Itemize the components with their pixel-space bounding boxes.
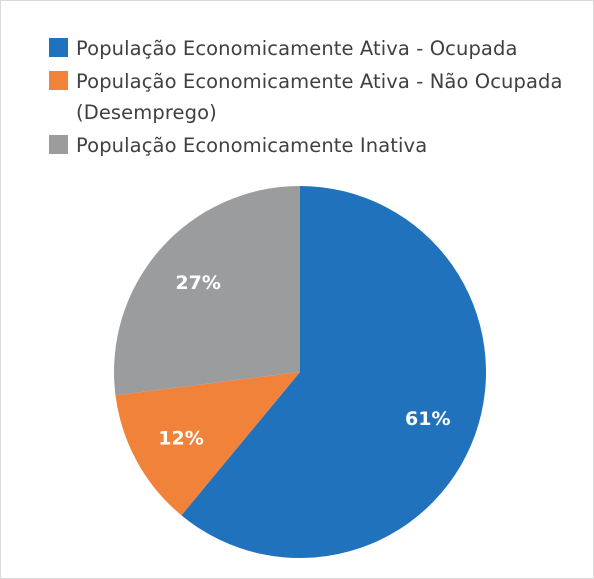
chart-legend: População Economicamente Ativa - Ocupada… — [49, 33, 569, 163]
legend-swatch-inativa — [49, 135, 68, 154]
legend-label-desemprego: População Economicamente Ativa - Não Ocu… — [76, 70, 563, 124]
data-label-desemprego: 12% — [158, 427, 203, 449]
legend-item-inativa: População Economicamente Inativa — [49, 130, 569, 161]
pie-slice-inativa — [114, 186, 300, 396]
legend-swatch-ocupada — [49, 38, 68, 57]
data-label-inativa: 27% — [175, 272, 220, 294]
legend-label-inativa: População Economicamente Inativa — [76, 134, 428, 157]
legend-swatch-desemprego — [49, 71, 68, 90]
legend-item-desemprego: População Economicamente Ativa - Não Ocu… — [49, 66, 569, 128]
legend-label-ocupada: População Economicamente Ativa - Ocupada — [76, 37, 518, 60]
data-label-ocupada: 61% — [405, 408, 450, 430]
pie-slice-ocupada — [181, 186, 486, 558]
pie-slice-desemprego — [115, 372, 300, 516]
legend-item-ocupada: População Economicamente Ativa - Ocupada — [49, 33, 569, 64]
